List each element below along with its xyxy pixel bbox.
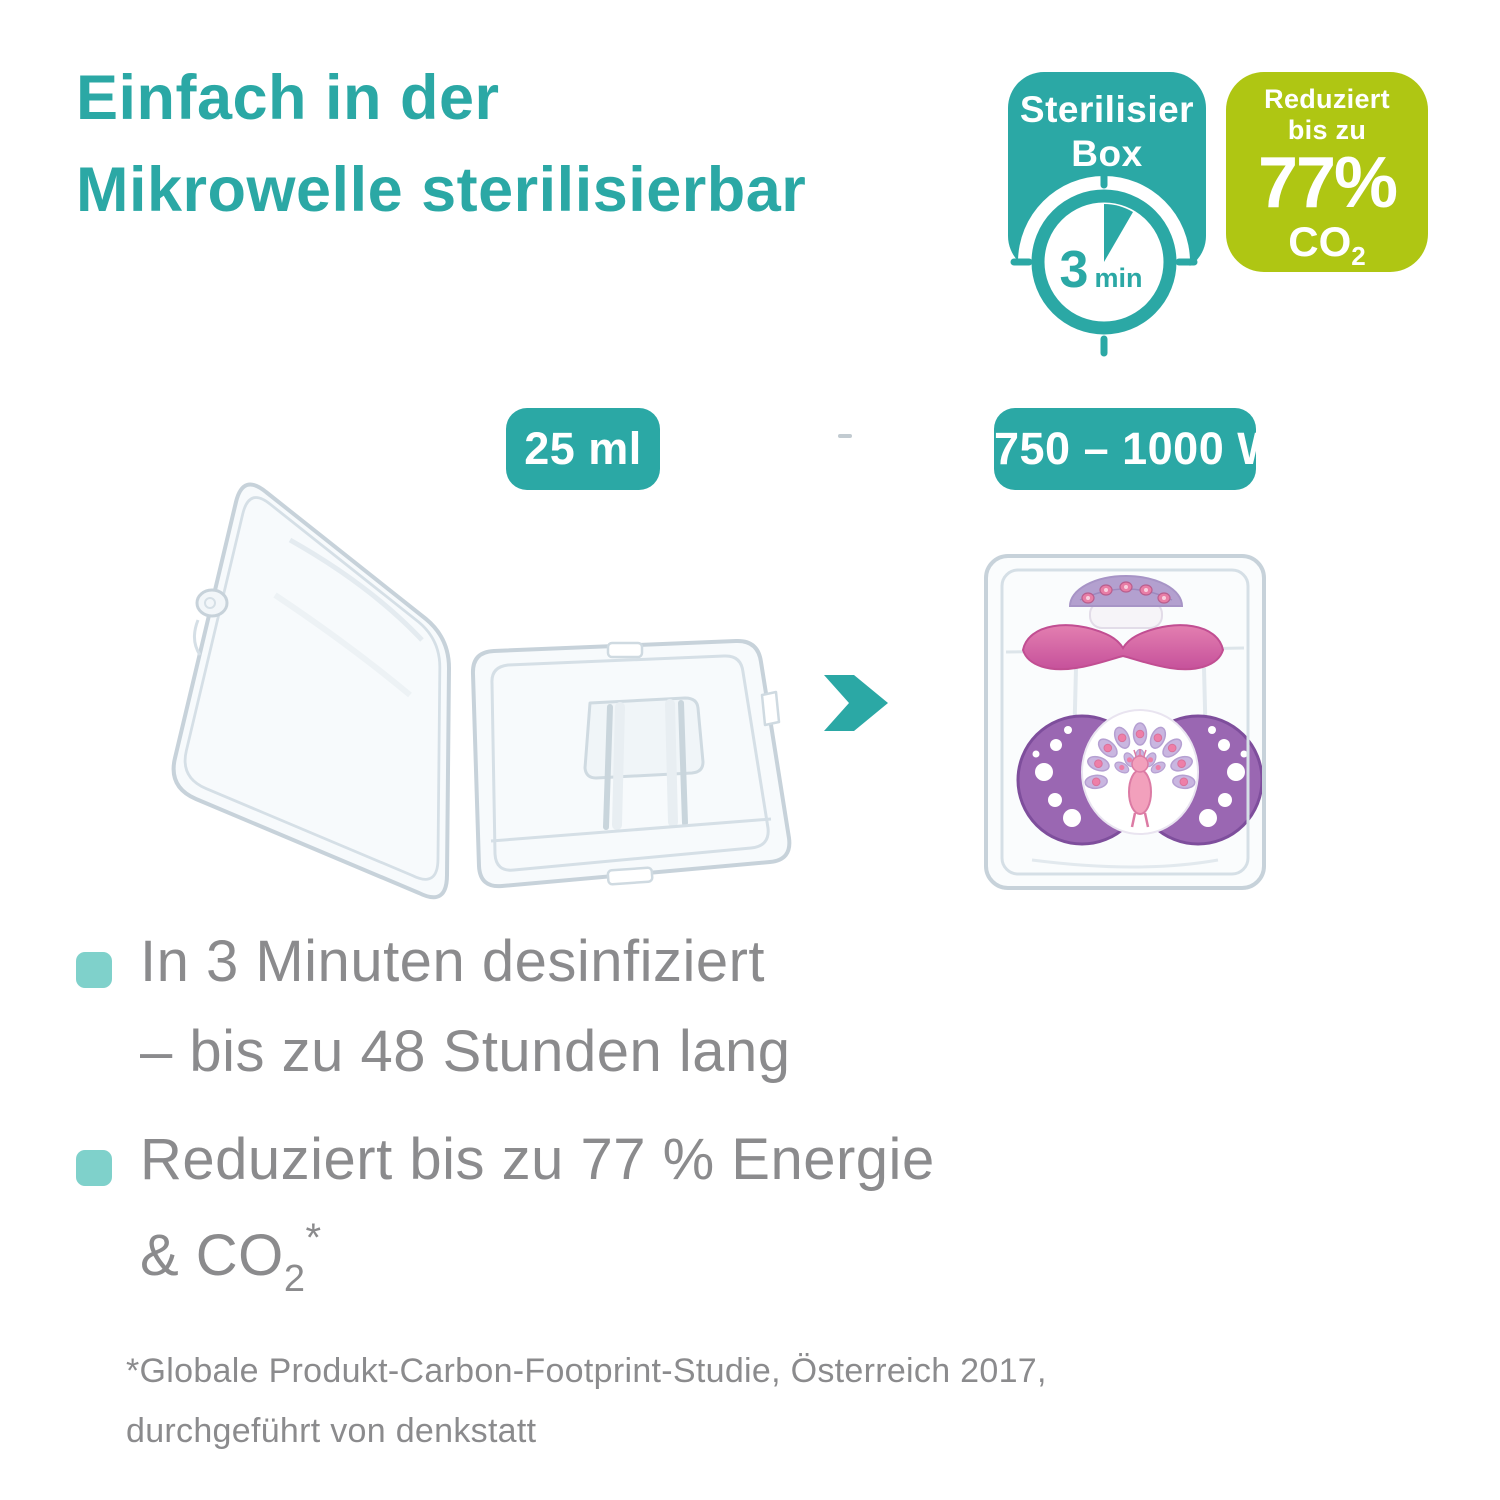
- bullet2-line2: & CO2*: [140, 1216, 322, 1300]
- top-latch-tab: [606, 641, 644, 659]
- co2-badge-line2: bis zu: [1287, 115, 1367, 145]
- box-base: [470, 638, 792, 889]
- bullet1-line1: In 3 Minuten desinfiziert: [140, 929, 766, 994]
- sterilizer-badge-line2: Box: [1071, 133, 1143, 174]
- clock-elapsed-wedge: [1104, 204, 1133, 262]
- divider-fin: [678, 700, 688, 826]
- side-tab: [760, 690, 781, 727]
- bullet2-line1: Reduziert bis zu 77 % Energie: [140, 1127, 935, 1192]
- pacifier-in-box-photo: [984, 554, 1266, 890]
- clock-label: 3 min: [1060, 241, 1143, 299]
- pacifier-shield: [1016, 709, 1264, 846]
- wattage-label: 750 – 1000 W: [994, 408, 1280, 490]
- box-lid: [171, 482, 451, 900]
- co2-reduction-badge: Reduziert bis zu 77% CO2: [1226, 72, 1428, 272]
- footnote-line2: durchgeführt von denkstatt: [126, 1412, 537, 1450]
- clock-icon: 3 min: [1010, 168, 1198, 357]
- arrow-right-icon: [824, 675, 888, 731]
- bullet1-line2: – bis zu 48 Stunden lang: [140, 1019, 791, 1084]
- pacifier-top: [1021, 575, 1225, 671]
- sterilizer-box-badge: 3 min: [1008, 72, 1206, 357]
- bullet-marker: [76, 952, 112, 988]
- volume-label: 25 ml: [506, 408, 660, 490]
- co2-badge-percent: 77%: [1257, 143, 1398, 223]
- pacifier-wings: [1021, 624, 1225, 671]
- box-outline: [984, 554, 1266, 890]
- footnote-line1: *Globale Produkt-Carbon-Footprint-Studie…: [126, 1352, 1047, 1390]
- front-latch-tab: [606, 866, 654, 886]
- page-title-line2: Mikrowelle sterilisierbar: [76, 155, 807, 225]
- sterilizer-badge-title: Sterilisier Box: [1008, 88, 1206, 176]
- divider-mark: [838, 434, 852, 438]
- page-title-line1: Einfach in der: [76, 63, 500, 133]
- divider-fin: [603, 704, 613, 830]
- bullet-marker: [76, 1150, 112, 1186]
- open-sterilizer-box-photo: [171, 482, 792, 900]
- co2-badge-gas: CO2: [1288, 218, 1366, 272]
- sterilizer-badge-line1: Sterilisier: [1019, 89, 1195, 130]
- clock-ticks: [1010, 168, 1198, 357]
- vent-holes: [1032, 726, 1248, 827]
- lid-latch: [195, 588, 229, 618]
- peacock-art: [1084, 722, 1196, 828]
- co2-badge-line1: Reduziert: [1264, 84, 1390, 114]
